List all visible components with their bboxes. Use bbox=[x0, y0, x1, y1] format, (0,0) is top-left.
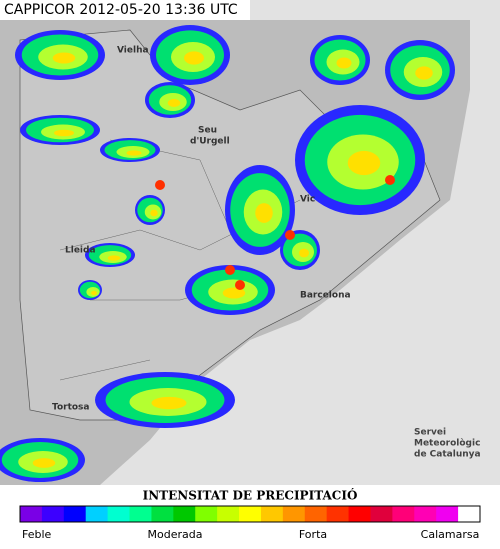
rain-blob bbox=[415, 66, 433, 80]
legend-bar bbox=[20, 506, 481, 522]
legend-swatch bbox=[20, 506, 43, 522]
rain-blob bbox=[91, 290, 97, 296]
rain-blob bbox=[222, 287, 246, 299]
rain-blob bbox=[299, 248, 309, 258]
legend-swatch bbox=[326, 506, 350, 522]
rain-blob bbox=[54, 129, 74, 137]
legend-swatch bbox=[239, 506, 262, 522]
legend-swatch bbox=[304, 506, 328, 522]
legend-swatch bbox=[195, 506, 218, 522]
legend-swatch bbox=[458, 506, 481, 522]
rain-blob bbox=[184, 51, 204, 65]
place-label: d'Urgell bbox=[190, 137, 230, 147]
legend-title: INTENSITAT DE PRECIPITACIÓ bbox=[143, 487, 358, 503]
legend-swatch bbox=[217, 506, 240, 522]
rain-blob bbox=[347, 150, 381, 176]
rain-core bbox=[385, 175, 395, 185]
legend-swatch bbox=[282, 506, 306, 522]
rain-blob bbox=[255, 203, 273, 223]
rain-blob bbox=[52, 52, 76, 64]
place-label: Lleida bbox=[65, 246, 96, 256]
legend-swatch bbox=[85, 506, 109, 522]
rain-blob bbox=[167, 99, 181, 107]
legend-label: Forta bbox=[299, 528, 327, 541]
legend-swatch bbox=[129, 506, 152, 522]
legend-swatch bbox=[392, 506, 415, 522]
legend-swatch bbox=[173, 506, 196, 522]
title-background bbox=[0, 0, 250, 20]
place-label: Vic bbox=[300, 195, 315, 205]
legend-swatch bbox=[151, 506, 174, 522]
rain-core bbox=[225, 265, 235, 275]
rain-blob bbox=[107, 255, 121, 261]
legend-swatch bbox=[41, 506, 65, 522]
precipitation bbox=[0, 25, 455, 482]
legend-swatch bbox=[348, 506, 371, 522]
place-label: Barcelona bbox=[300, 291, 351, 301]
credit: Meteorològic bbox=[414, 438, 480, 449]
rain-blob bbox=[151, 396, 187, 410]
rain-core bbox=[155, 180, 165, 190]
legend-frame bbox=[19, 505, 481, 523]
credit: Servei bbox=[414, 428, 446, 438]
rain-core bbox=[235, 280, 245, 290]
legend-swatch bbox=[260, 506, 284, 522]
title: CAPPICOR 2012-05-20 13:36 UTC bbox=[4, 2, 238, 18]
place-label: Vielha bbox=[117, 46, 149, 56]
county-borders bbox=[59, 139, 301, 381]
legend-swatch bbox=[414, 506, 437, 522]
rain-blob bbox=[336, 57, 352, 69]
rain-blob bbox=[150, 209, 158, 217]
legend-label: Calamarsa bbox=[421, 528, 480, 541]
credit: de Catalunya bbox=[414, 450, 481, 460]
place-label: Tortosa bbox=[52, 403, 89, 413]
legend-swatch bbox=[63, 506, 87, 522]
rain-core bbox=[285, 230, 295, 240]
legend-swatch bbox=[436, 506, 459, 522]
legend-label: Feble bbox=[22, 528, 52, 541]
legend-label: Moderada bbox=[148, 528, 203, 541]
legend-swatch bbox=[370, 506, 393, 522]
rain-blob bbox=[32, 458, 56, 468]
place-label: Seu bbox=[198, 126, 217, 136]
rain-blob bbox=[126, 150, 142, 156]
legend-swatch bbox=[107, 506, 131, 522]
